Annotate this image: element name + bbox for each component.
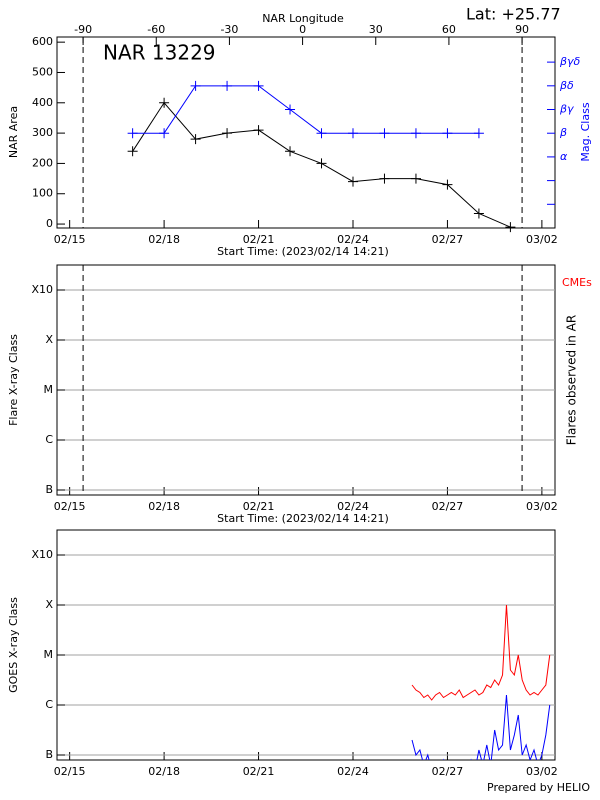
x2-tick-label: 0: [299, 23, 306, 36]
x-tick-label: 02/21: [243, 500, 275, 513]
y-tick-label: 300: [32, 126, 53, 139]
point-marker: [127, 128, 138, 139]
x-tick-label: 02/27: [432, 233, 464, 246]
y-tick-label: C: [45, 698, 53, 711]
x-tick-label: 03/02: [526, 765, 558, 778]
plot-frame: [56, 36, 556, 229]
x-tick-label: 02/27: [432, 500, 464, 513]
point-marker: [473, 208, 484, 219]
x-tick-label: 02/18: [148, 765, 180, 778]
y-tick-label: X: [45, 333, 53, 346]
y-tick-label: M: [44, 383, 54, 396]
y-tick-label: X10: [31, 283, 53, 296]
y-tick-label: 100: [32, 187, 53, 200]
x2-tick-label: 30: [369, 23, 383, 36]
x-tick-label: 02/21: [243, 233, 275, 246]
point-marker: [159, 128, 170, 139]
point-marker: [253, 125, 264, 136]
y2-tick-label: βγ: [559, 103, 574, 116]
y2-axis-label: Mag. Class: [579, 102, 592, 161]
y-axis-label: GOES X-ray Class: [7, 597, 20, 693]
point-marker: [285, 146, 296, 157]
x-tick-label: 02/21: [243, 765, 275, 778]
y-tick-label: X: [45, 598, 53, 611]
point-marker: [473, 128, 484, 139]
x-tick-label: 02/24: [337, 765, 369, 778]
point-marker: [190, 134, 201, 145]
point-marker: [379, 128, 390, 139]
point-marker: [379, 173, 390, 184]
point-marker: [159, 97, 170, 108]
y-tick-label: 500: [32, 65, 53, 78]
point-marker: [316, 158, 327, 169]
x-axis-label: Start Time: (2023/02/14 14:21): [217, 512, 389, 525]
point-marker: [442, 128, 453, 139]
point-marker: [222, 128, 233, 139]
y-tick-label: C: [45, 433, 53, 446]
x-tick-label: 02/18: [148, 233, 180, 246]
point-marker: [347, 176, 358, 187]
plot-frame: [56, 529, 556, 761]
x-tick-label: 02/24: [337, 500, 369, 513]
point-marker: [442, 179, 453, 190]
x2-axis-label: NAR Longitude: [262, 12, 344, 25]
series-line: [411, 694, 551, 760]
y2-tick-label: α: [560, 150, 568, 163]
y2-tick-label: βγδ: [559, 55, 581, 68]
plot-frame: [56, 264, 556, 496]
point-marker: [253, 80, 264, 91]
y-tick-label: 200: [32, 156, 53, 169]
point-marker: [410, 173, 421, 184]
point-marker: [316, 128, 327, 139]
x-tick-label: 03/02: [526, 500, 558, 513]
y-tick-label: B: [45, 748, 53, 761]
x-tick-label: 02/15: [54, 233, 86, 246]
footer: Prepared by HELIO: [487, 781, 590, 794]
point-marker: [285, 104, 296, 115]
y-tick-label: 0: [46, 217, 53, 230]
x-tick-label: 02/24: [337, 233, 369, 246]
x2-tick-label: -60: [147, 23, 165, 36]
point-marker: [410, 128, 421, 139]
x-tick-label: 03/02: [526, 233, 558, 246]
point-marker: [190, 80, 201, 91]
point-marker: [505, 222, 516, 233]
series-line: [132, 85, 479, 134]
x-tick-label: 02/18: [148, 500, 180, 513]
chart-title: NAR 13229: [103, 41, 216, 65]
latitude: Lat: +25.77: [466, 5, 561, 24]
y-tick-label: 600: [32, 35, 53, 48]
x2-tick-label: -90: [74, 23, 92, 36]
y-tick-label: B: [45, 483, 53, 496]
y-tick-label: X10: [31, 548, 53, 561]
cme-label: CMEs: [562, 276, 592, 289]
x-tick-label: 02/27: [432, 765, 464, 778]
y-axis-label: NAR Area: [7, 106, 20, 158]
point-marker: [347, 128, 358, 139]
y2-tick-label: βδ: [559, 79, 574, 92]
series-line: [411, 604, 551, 701]
x-tick-label: 02/15: [54, 765, 86, 778]
x-axis-label: Start Time: (2023/02/14 14:21): [217, 245, 389, 258]
point-marker: [222, 80, 233, 91]
y-axis-label: Flare X-ray Class: [7, 334, 20, 426]
point-marker: [127, 146, 138, 157]
x-tick-label: 02/15: [54, 500, 86, 513]
x2-tick-label: 60: [442, 23, 456, 36]
x2-tick-label: -30: [220, 23, 238, 36]
x2-tick-label: 90: [515, 23, 529, 36]
y2-tick-label: β: [559, 126, 567, 139]
y-tick-label: M: [44, 648, 54, 661]
y2-axis-label: Flares observed in AR: [565, 315, 579, 445]
y-tick-label: 400: [32, 96, 53, 109]
